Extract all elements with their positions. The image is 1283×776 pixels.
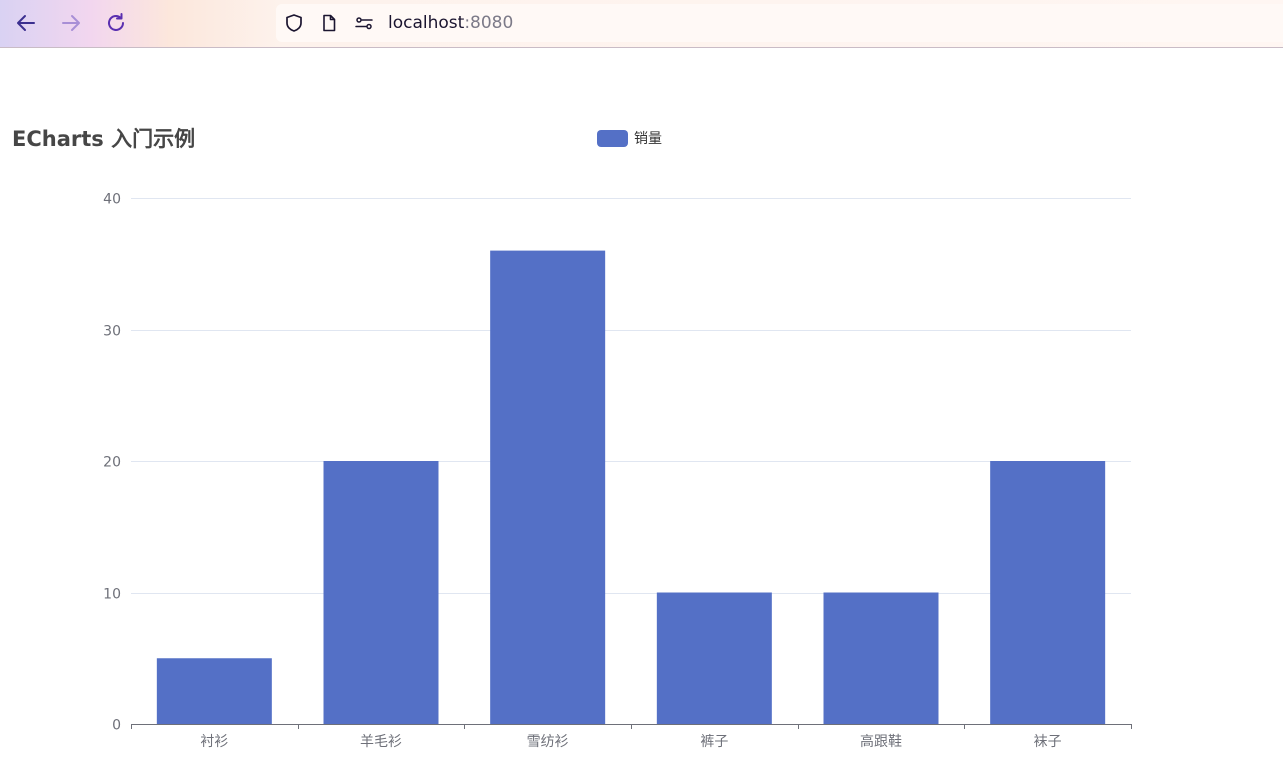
url-port: :8080 [464, 13, 514, 33]
x-tick-label: 衬衫 [200, 734, 228, 750]
y-tick-label: 20 [103, 455, 121, 471]
url-host: localhost [388, 13, 465, 33]
browser-toolbar: localhost:8080 [0, 0, 1283, 48]
url-text[interactable]: localhost:8080 [388, 13, 513, 33]
back-button[interactable] [11, 8, 41, 38]
shield-icon[interactable] [284, 13, 304, 33]
forward-button[interactable] [56, 8, 86, 38]
y-tick-label: 10 [103, 587, 121, 603]
y-tick-label: 0 [112, 718, 121, 734]
x-tick-label: 裤子 [700, 734, 728, 750]
back-arrow-icon [17, 15, 35, 31]
bar [990, 461, 1106, 724]
forward-arrow-icon [62, 15, 80, 31]
x-tick-label: 羊毛衫 [360, 734, 402, 750]
legend-label: 销量 [634, 131, 662, 147]
x-tick-label: 高跟鞋 [860, 733, 902, 750]
legend-swatch [597, 129, 628, 147]
x-tick-label: 袜子 [1034, 734, 1062, 750]
url-bar[interactable]: localhost:8080 [276, 4, 1283, 42]
x-tick-label: 雪纺衫 [527, 734, 569, 750]
chart-title: ECharts 入门示例 [12, 127, 196, 151]
bar [656, 592, 772, 724]
bar [323, 461, 439, 724]
chart-legend[interactable]: 销量 [597, 129, 662, 147]
reload-button[interactable] [101, 8, 131, 38]
reload-icon [108, 13, 124, 31]
bar [156, 658, 272, 724]
bar [490, 250, 606, 724]
permissions-icon[interactable] [354, 13, 374, 33]
y-tick-label: 40 [103, 192, 121, 208]
page-icon[interactable] [319, 13, 339, 33]
y-tick-label: 30 [103, 324, 121, 340]
bar [823, 592, 939, 724]
